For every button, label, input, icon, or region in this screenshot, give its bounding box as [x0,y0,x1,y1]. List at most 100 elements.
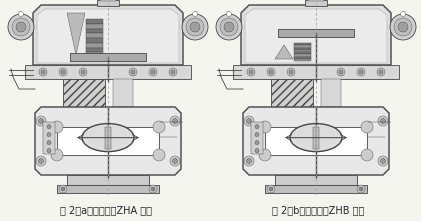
Ellipse shape [290,124,342,152]
Circle shape [220,18,238,36]
Bar [313,127,319,149]
Bar [43,122,55,154]
Bar [86,43,103,48]
Circle shape [378,116,388,126]
Bar [86,52,103,57]
Bar [278,29,354,37]
Circle shape [8,14,34,40]
Circle shape [247,158,251,164]
Bar [86,19,103,24]
Bar [294,50,311,52]
Circle shape [378,156,388,166]
Circle shape [38,118,43,124]
Circle shape [247,68,255,76]
Circle shape [51,149,63,161]
Circle shape [357,185,365,193]
Circle shape [51,121,63,133]
Bar [25,65,191,79]
Bar [63,79,105,119]
Circle shape [379,70,383,74]
Circle shape [182,14,208,40]
Circle shape [12,18,30,36]
Bar [294,52,311,54]
Circle shape [36,156,46,166]
Bar [67,175,149,185]
Circle shape [267,185,275,193]
Circle shape [169,68,177,76]
Bar [265,127,367,155]
Bar [294,43,311,45]
Circle shape [259,149,271,161]
Bar [86,33,103,38]
Circle shape [153,149,165,161]
Circle shape [255,141,259,145]
Bar [233,65,399,79]
Circle shape [359,70,363,74]
Bar [294,57,311,59]
Circle shape [394,18,412,36]
Circle shape [47,125,51,129]
Circle shape [41,70,45,74]
Circle shape [170,156,180,166]
Circle shape [171,70,175,74]
Circle shape [173,158,178,164]
Circle shape [255,125,259,129]
Circle shape [79,68,87,76]
Circle shape [61,187,65,191]
Circle shape [361,149,373,161]
Circle shape [226,11,232,17]
Bar [275,175,357,185]
Circle shape [38,158,43,164]
Text: 图 2（a）正作用（ZHA 型）: 图 2（a）正作用（ZHA 型） [60,205,152,215]
Circle shape [361,121,373,133]
Circle shape [151,70,155,74]
Circle shape [186,18,204,36]
Circle shape [131,70,135,74]
Circle shape [149,185,157,193]
Circle shape [190,22,200,32]
Bar [100,0,116,1]
Circle shape [377,68,385,76]
Bar [294,45,311,48]
Circle shape [398,22,408,32]
Circle shape [259,121,271,133]
Circle shape [47,141,51,145]
Circle shape [216,14,242,40]
Circle shape [47,133,51,137]
Circle shape [173,118,178,124]
Bar [271,79,313,119]
Bar [86,48,103,52]
Circle shape [255,149,259,152]
Bar [97,0,119,6]
Circle shape [16,22,26,32]
Circle shape [359,187,363,191]
Circle shape [289,70,293,74]
Circle shape [153,121,165,133]
Bar [265,185,367,193]
Circle shape [269,187,273,191]
Polygon shape [37,9,179,63]
Circle shape [381,158,386,164]
Text: 图 2（b）反作用（ZHB 型）: 图 2（b）反作用（ZHB 型） [272,205,364,215]
Bar [105,127,111,149]
Circle shape [244,116,254,126]
Circle shape [36,116,46,126]
Circle shape [59,68,67,76]
Circle shape [149,68,157,76]
Bar [294,54,311,57]
Circle shape [61,70,65,74]
Polygon shape [243,107,389,175]
Circle shape [390,14,416,40]
Polygon shape [275,45,293,59]
Circle shape [81,70,85,74]
Polygon shape [245,9,387,63]
Circle shape [267,68,275,76]
Bar [113,79,133,107]
Bar [86,29,103,33]
Bar [70,53,146,61]
Circle shape [47,149,51,152]
Bar [294,59,311,61]
Circle shape [59,185,67,193]
Circle shape [170,116,180,126]
Bar [251,122,263,154]
